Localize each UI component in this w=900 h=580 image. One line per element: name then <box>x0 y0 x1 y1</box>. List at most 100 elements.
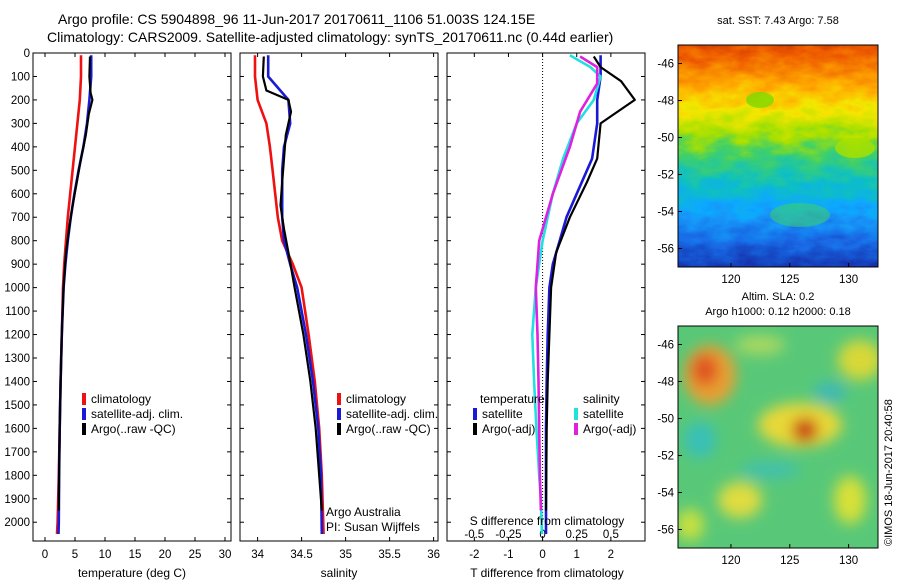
y-tick-label: 1800 <box>4 470 30 482</box>
x-tick-label: 34.5 <box>290 549 312 561</box>
legend-swatch-climatology <box>337 393 341 405</box>
legend-swatch-satellite <box>82 408 86 420</box>
legend-swatch-climatology <box>82 393 86 405</box>
x-tick-label: 34 <box>251 549 264 561</box>
annotation-pi: PI: Susan Wijffels <box>326 520 420 534</box>
map-x-tick-label: 130 <box>839 555 858 567</box>
series-line-argo-adj- <box>534 55 599 511</box>
y-tick-label: 200 <box>11 95 30 107</box>
x-tick-label: 25 <box>189 549 202 561</box>
legend-swatch-t-argo <box>473 423 477 435</box>
legend-swatch-satellite <box>337 408 341 420</box>
x-tick-label: 2 <box>608 549 614 561</box>
legend-header-temperature: temperature <box>480 392 545 406</box>
map-x-tick-label: 130 <box>839 274 858 286</box>
x-tick-label: 15 <box>129 549 142 561</box>
y-tick-label: 800 <box>11 236 30 248</box>
map-x-tick-label: 120 <box>721 274 740 286</box>
legend-header-salinity: salinity <box>583 392 620 406</box>
x-tick-label: 35 <box>339 549 352 561</box>
salinity-legend: climatology satellite-adj. clim. Argo(..… <box>337 392 438 436</box>
legend-label-satellite: satellite-adj. clim. <box>91 407 183 421</box>
difference-xlabel-t: T difference from climatology <box>470 566 624 580</box>
legend-swatch-argo <box>337 423 341 435</box>
legend-swatch-s-argo <box>574 423 578 435</box>
s-tick-label: -0.5 <box>464 529 484 541</box>
salinity-panel: 34 34.5 35 35.5 36 salinity climatology sate… <box>239 52 440 580</box>
legend-label-s-satellite: satellite <box>583 407 624 421</box>
map-y-tick-label: -54 <box>657 207 674 219</box>
y-tick-label: 1900 <box>4 494 30 506</box>
legend-label-argo: Argo(..raw -QC) <box>91 422 176 436</box>
y-tick-label: 2000 <box>4 517 30 529</box>
y-tick-label: 1400 <box>4 376 30 388</box>
y-tick-label: 900 <box>11 259 30 271</box>
map-y-tick-label: -52 <box>657 451 674 463</box>
legend-label-climatology: climatology <box>346 392 406 406</box>
s-tick-label: 0.25 <box>566 529 588 541</box>
sst-map-title: sat. SST: 7.43 Argo: 7.58 <box>717 15 839 27</box>
legend-label-satellite: satellite-adj. clim. <box>346 407 438 421</box>
map-y-tick-label: -48 <box>657 96 674 108</box>
s-tick-label: -0.25 <box>495 529 521 541</box>
legend-swatch-t-satellite <box>473 408 477 420</box>
sla-map-image <box>678 326 878 548</box>
temperature-xlabel: temperature (deg C) <box>78 566 186 580</box>
map-y-tick-label: -48 <box>657 377 674 389</box>
series-line-climatology <box>253 55 325 535</box>
sla-map-title-line2: Argo h1000: 0.12 h2000: 0.18 <box>705 306 851 318</box>
sst-map-panel: sat. SST: 7.43 Argo: 7.58 120 125 130 -46 -4… <box>657 15 879 286</box>
difference-frame <box>446 52 646 542</box>
salinity-xlabel: salinity <box>321 566 358 580</box>
s-tick-label: 0.5 <box>603 529 619 541</box>
map-y-tick-label: -54 <box>657 488 674 500</box>
y-tick-label: 300 <box>11 118 30 130</box>
figure-title-line1: Argo profile: CS 5904898_96 11-Jun-2017 … <box>58 11 535 27</box>
y-tick-label: 1000 <box>4 283 30 295</box>
map-y-tick-label: -56 <box>657 244 674 256</box>
y-tick-label: 1300 <box>4 353 30 365</box>
x-tick-label: 36 <box>427 549 440 561</box>
sla-map-title-line1: Altim. SLA: 0.2 <box>742 291 815 303</box>
series-line-argo-raw-qc- <box>261 56 323 511</box>
y-tick-label: 400 <box>11 142 30 154</box>
sst-map-frame <box>677 44 879 268</box>
y-tick-label: 1700 <box>4 447 30 459</box>
x-tick-label: 0 <box>42 549 48 561</box>
sla-map-panel: Altim. SLA: 0.2 Argo h1000: 0.12 h2000: … <box>657 291 879 567</box>
y-tick-label: 600 <box>11 189 30 201</box>
salinity-frame <box>239 52 439 542</box>
x-tick-label: 5 <box>72 549 78 561</box>
figure-title-line2: Climatology: CARS2009. Satellite-adjuste… <box>47 29 613 45</box>
map-y-tick-label: -46 <box>657 59 674 71</box>
temperature-panel: 0100200300400500600700800900100011001200… <box>4 48 232 580</box>
y-tick-label: 0 <box>24 48 30 60</box>
legend-label-t-satellite: satellite <box>482 407 523 421</box>
y-tick-label: 100 <box>11 71 30 83</box>
x-tick-label: 10 <box>99 549 112 561</box>
x-tick-label: 20 <box>159 549 172 561</box>
difference-panel: -2 -1 0 1 2 -0.5 -0.25 0 0.25 0.5 T difference fr… <box>446 52 646 580</box>
x-tick-label: 30 <box>219 549 232 561</box>
legend-swatch-argo <box>82 423 86 435</box>
legend-label-t-argo: Argo(-adj) <box>482 422 535 436</box>
map-y-tick-label: -52 <box>657 170 674 182</box>
map-x-tick-label: 125 <box>780 555 799 567</box>
y-tick-label: 1500 <box>4 400 30 412</box>
map-y-tick-label: -50 <box>657 133 674 145</box>
map-y-tick-label: -56 <box>657 525 674 537</box>
y-tick-label: 700 <box>11 212 30 224</box>
map-y-tick-label: -46 <box>657 340 674 352</box>
s-tick-label: 0 <box>539 529 545 541</box>
imos-stamp: ©IMOS 18-Jun-2017 20:40:58 <box>883 399 895 546</box>
sst-map-image <box>678 45 878 267</box>
series-line-argo-adj- <box>544 55 636 511</box>
y-tick-label: 1200 <box>4 330 30 342</box>
series-line-satellite <box>544 55 602 534</box>
y-tick-label: 1100 <box>5 306 30 318</box>
legend-swatch-s-satellite <box>574 408 578 420</box>
y-tick-label: 1600 <box>4 423 30 435</box>
x-tick-label: 1 <box>574 549 580 561</box>
series-line-satellite <box>530 54 602 535</box>
